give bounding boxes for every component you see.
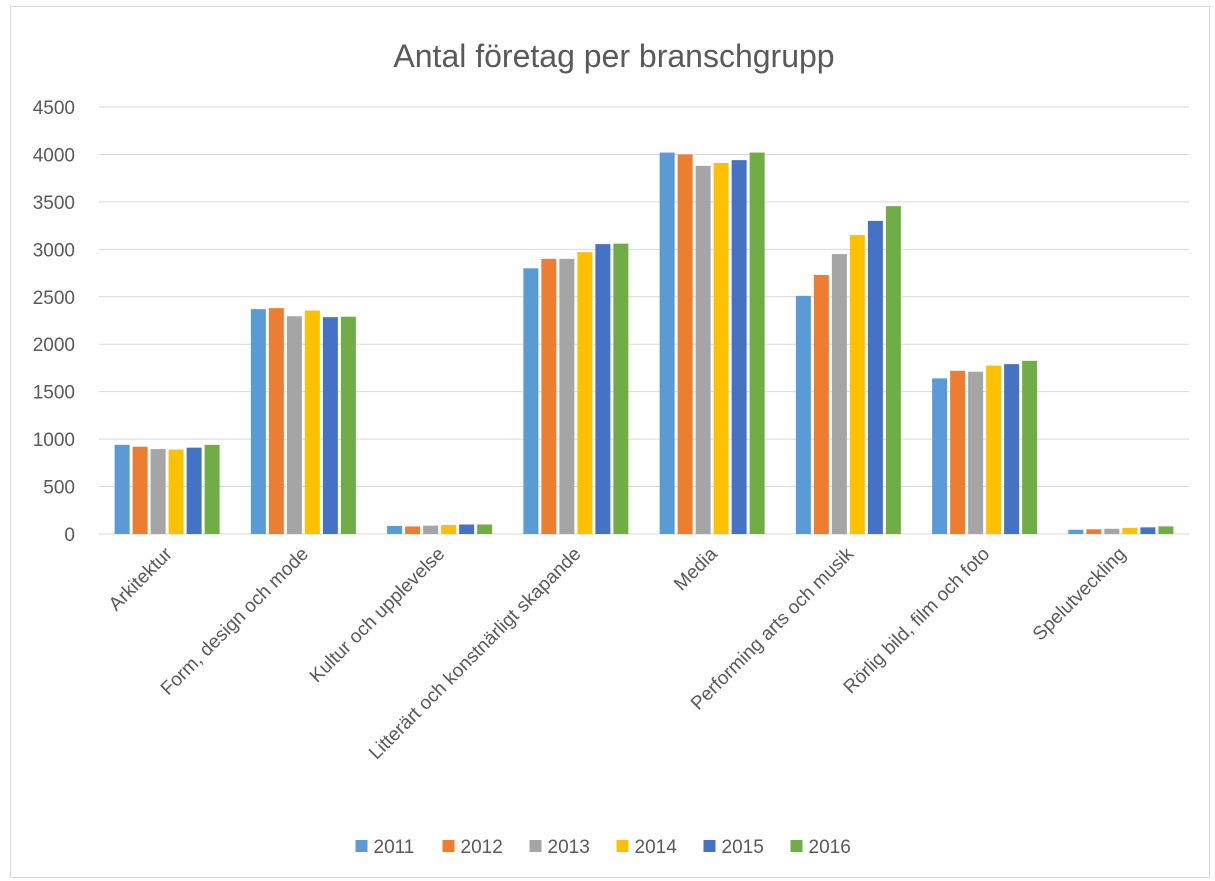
legend-swatch-2011 (355, 840, 368, 852)
legend-label-2012: 2012 (461, 837, 503, 858)
legend-label-2016: 2016 (809, 837, 851, 858)
bar-2014 (986, 365, 1002, 534)
bar-2016 (340, 316, 356, 534)
y-tick-label: 2500 (33, 288, 75, 309)
bar-2013 (1104, 528, 1120, 534)
bars (114, 152, 1174, 535)
y-tick-label: 1000 (33, 430, 75, 451)
legend-label-2011: 2011 (374, 837, 415, 858)
bar-2012 (405, 526, 421, 534)
x-category-label: Rörlig bild, film och foto (840, 544, 994, 698)
bar-2013 (695, 165, 711, 534)
y-tick-label: 2000 (33, 335, 75, 356)
bar-2015 (186, 447, 202, 534)
y-tick-label: 4000 (33, 145, 75, 166)
bar-chart: Antal företag per branschgrupp 0 500 1000 1… (33, 38, 1189, 858)
x-category-label: Performing arts och musik (687, 543, 858, 714)
legend-swatch-2012 (442, 840, 455, 852)
bar-2015 (731, 160, 747, 535)
bar-2014 (304, 310, 320, 534)
bar-2014 (441, 524, 457, 534)
legend-swatch-2014 (616, 840, 629, 852)
bar-2011 (387, 525, 403, 534)
bar-2016 (1022, 360, 1038, 534)
bar-2014 (1122, 527, 1138, 534)
bar-2013 (831, 254, 847, 535)
bar-2012 (813, 274, 829, 534)
bar-2011 (932, 378, 948, 534)
x-category-label: Media (670, 543, 722, 595)
bar-2012 (950, 370, 966, 534)
bar-2011 (250, 309, 266, 534)
bar-2011 (114, 444, 130, 534)
bar-2011 (659, 152, 675, 534)
bar-2013 (968, 371, 984, 534)
legend-label-2013: 2013 (548, 837, 590, 858)
bar-2012 (1086, 529, 1102, 534)
y-tick-label: 3000 (33, 240, 75, 261)
bar-2014 (168, 449, 184, 534)
legend: 2011 2012 2013 2014 2015 2016 (355, 837, 851, 858)
bar-2016 (1158, 526, 1174, 534)
bar-2011 (1068, 529, 1084, 534)
x-category-label: Form, design och mode (157, 544, 313, 700)
bar-2016 (204, 444, 220, 534)
bar-2016 (749, 152, 765, 534)
chart-title: Antal företag per branschgrupp (393, 38, 834, 74)
bar-2015 (322, 317, 338, 534)
bar-2011 (795, 295, 811, 534)
legend-label-2015: 2015 (722, 837, 764, 858)
y-tick-label: 500 (43, 478, 75, 499)
bar-2013 (150, 449, 166, 534)
bar-2011 (523, 268, 539, 534)
bar-2014 (849, 235, 865, 534)
bar-2015 (595, 244, 611, 534)
legend-swatch-2015 (703, 840, 716, 852)
bar-2016 (885, 206, 901, 535)
bar-2013 (559, 258, 575, 534)
bar-2012 (268, 308, 284, 534)
y-tick-label: 3500 (33, 193, 75, 214)
bar-2012 (541, 258, 557, 534)
legend-swatch-2016 (790, 840, 803, 852)
x-category-label: Spelutveckling (1029, 544, 1130, 645)
legend-swatch-2013 (529, 840, 542, 852)
bar-2012 (132, 446, 148, 534)
bar-2016 (613, 243, 629, 534)
bar-2014 (577, 252, 593, 534)
legend-label-2014: 2014 (635, 837, 678, 858)
x-category-label: Kultur och upplevelse (306, 544, 449, 687)
x-category-label: Arkitektur (105, 543, 177, 615)
bar-2013 (423, 525, 439, 534)
x-category-label: Litterärt och konstnärligt skapande (365, 544, 585, 764)
bar-2014 (713, 162, 729, 535)
y-tick-label: 0 (64, 525, 75, 546)
y-axis-ticks: 0 500 1000 1500 2000 2500 3000 3500 4000 4500 (33, 98, 75, 546)
bar-2015 (1004, 364, 1020, 534)
bar-2015 (867, 220, 883, 534)
bar-2015 (1140, 527, 1156, 534)
chart-frame: Antal företag per branschgrupp 0 500 1000 1… (10, 6, 1210, 878)
bar-2016 (477, 524, 493, 534)
bar-2013 (286, 316, 302, 534)
y-tick-label: 4500 (33, 98, 75, 119)
bar-2015 (459, 524, 475, 534)
y-tick-label: 1500 (33, 383, 75, 404)
bar-2012 (677, 154, 693, 534)
